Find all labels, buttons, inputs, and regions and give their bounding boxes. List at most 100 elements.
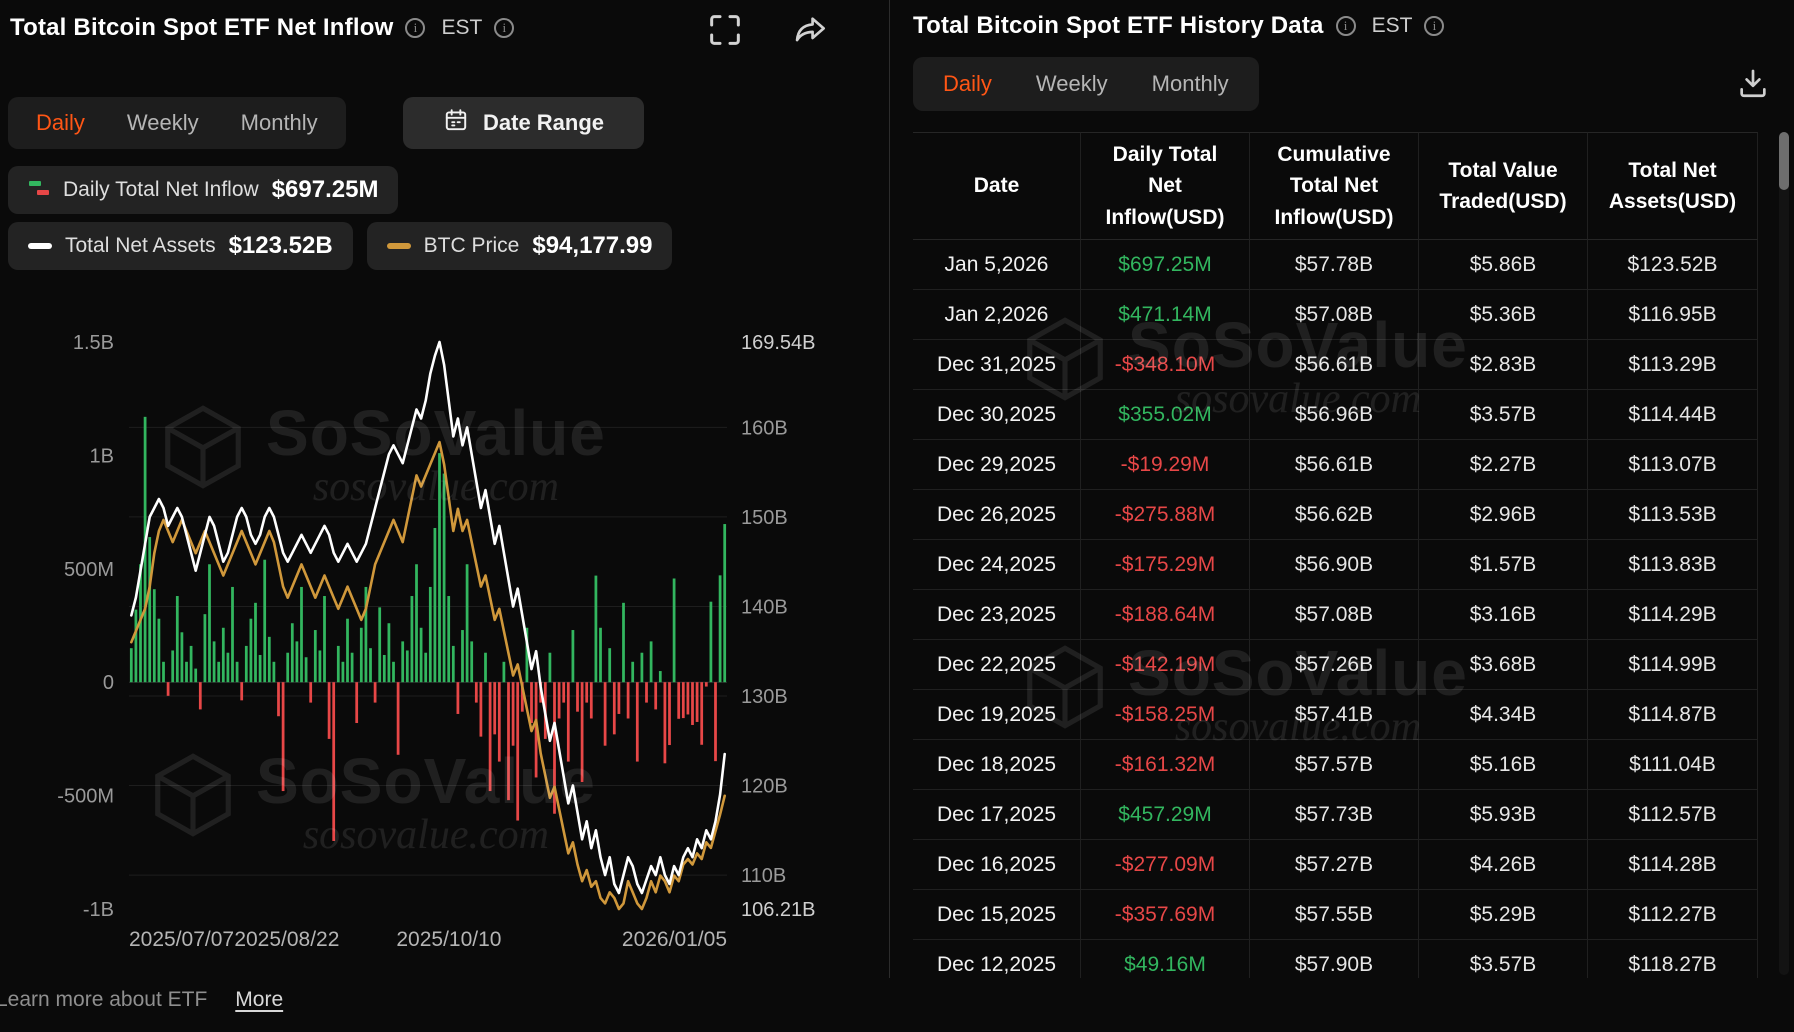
tab-monthly[interactable]: Monthly <box>1151 71 1229 96</box>
value-traded-cell: $1.57B <box>1419 540 1588 590</box>
legend-total-net-assets[interactable]: Total Net Assets $123.52B <box>8 222 353 270</box>
table-row: Dec 30,2025 $355.02M $56.96B $3.57B $114.44B <box>913 390 1758 440</box>
table-scrollbar <box>1779 132 1789 975</box>
date-cell: Dec 19,2025 <box>913 690 1081 740</box>
download-icon <box>1736 66 1770 100</box>
info-icon[interactable] <box>405 18 426 38</box>
tab-weekly[interactable]: Weekly <box>1035 71 1108 96</box>
cumulative-inflow-cell: $56.90B <box>1250 540 1419 590</box>
daily-inflow-cell: -$175.29M <box>1081 540 1250 590</box>
tab-daily[interactable]: Daily <box>943 71 992 96</box>
net-assets-cell: $113.29B <box>1588 340 1758 390</box>
table-body: Jan 5,2026 $697.25M $57.78B $5.86B $123.52B J… <box>913 240 1758 978</box>
history-table: Date Daily Total Net Inflow(USD) Cumulativ… <box>913 132 1758 978</box>
date-cell: Jan 2,2026 <box>913 290 1081 340</box>
more-link[interactable]: More <box>235 988 284 1011</box>
daily-inflow-cell: -$142.19M <box>1081 640 1250 690</box>
value-traded-cell: $3.57B <box>1419 940 1588 978</box>
table-row: Jan 5,2026 $697.25M $57.78B $5.86B $123.52B <box>913 240 1758 290</box>
fullscreen-button[interactable] <box>705 10 745 50</box>
info-icon[interactable] <box>494 18 515 38</box>
date-cell: Dec 24,2025 <box>913 540 1081 590</box>
legend-value: $697.25M <box>271 176 379 203</box>
date-cell: Dec 29,2025 <box>913 440 1081 490</box>
value-traded-cell: $4.26B <box>1419 840 1588 890</box>
column-header: Total Net Assets(USD) <box>1588 132 1758 240</box>
net-assets-cell: $114.29B <box>1588 590 1758 640</box>
date-cell: Dec 31,2025 <box>913 340 1081 390</box>
net-assets-cell: $118.27B <box>1588 940 1758 978</box>
cumulative-inflow-cell: $57.73B <box>1250 790 1419 840</box>
page-title: Total Bitcoin Spot ETF Net Inflow <box>10 14 394 41</box>
table-row: Dec 18,2025 -$161.32M $57.57B $5.16B $111.04… <box>913 740 1758 790</box>
tab-weekly[interactable]: Weekly <box>126 110 199 135</box>
axis-label: 2025/08/22 <box>234 928 339 951</box>
table-row: Dec 26,2025 -$275.88M $56.62B $2.96B $113.53… <box>913 490 1758 540</box>
cumulative-inflow-cell: $57.78B <box>1250 240 1419 290</box>
value-traded-cell: $2.27B <box>1419 440 1588 490</box>
table-row: Dec 22,2025 -$142.19M $57.26B $3.68B $114.99… <box>913 640 1758 690</box>
page-title: Total Bitcoin Spot ETF History Data <box>913 12 1324 39</box>
axis-label: 140B <box>741 596 788 618</box>
axis-label: 2025/10/10 <box>396 928 501 951</box>
date-cell: Jan 5,2026 <box>913 240 1081 290</box>
value-traded-cell: $4.34B <box>1419 690 1588 740</box>
daily-inflow-cell: -$348.10M <box>1081 340 1250 390</box>
cumulative-inflow-cell: $56.96B <box>1250 390 1419 440</box>
share-button[interactable] <box>792 10 830 48</box>
tab-daily[interactable]: Daily <box>36 110 85 135</box>
value-traded-cell: $2.96B <box>1419 490 1588 540</box>
cumulative-inflow-cell: $57.57B <box>1250 740 1419 790</box>
info-icon[interactable] <box>1335 16 1356 36</box>
learn-more-text: Learn more about ETF <box>0 988 208 1011</box>
footer: Learn more about ETF More <box>0 988 283 1012</box>
daily-inflow-cell: $49.16M <box>1081 940 1250 978</box>
table-row: Dec 12,2025 $49.16M $57.90B $3.57B $118.27B <box>913 940 1758 978</box>
date-range-button[interactable]: Date Range <box>403 97 645 149</box>
daily-inflow-cell: -$275.88M <box>1081 490 1250 540</box>
cumulative-inflow-cell: $56.61B <box>1250 340 1419 390</box>
fullscreen-icon <box>705 10 745 50</box>
column-header: Total Value Traded(USD) <box>1419 132 1588 240</box>
tab-monthly[interactable]: Monthly <box>240 110 318 135</box>
legend-value: $94,177.99 <box>532 232 653 259</box>
bars-daily-net-inflow <box>129 416 727 841</box>
line-total-net-assets <box>130 340 727 895</box>
column-header: Daily Total Net Inflow(USD) <box>1081 132 1250 240</box>
table-row: Dec 23,2025 -$188.64M $57.08B $3.16B $114.29… <box>913 590 1758 640</box>
column-header: Date <box>913 132 1081 240</box>
table-row: Jan 2,2026 $471.14M $57.08B $5.36B $116.95B <box>913 290 1758 340</box>
axis-label: 150B <box>741 507 788 529</box>
history-data-header: Total Bitcoin Spot ETF History Data EST <box>913 12 1445 40</box>
net-assets-cell: $112.27B <box>1588 890 1758 940</box>
table-row: Dec 15,2025 -$357.69M $57.55B $5.29B $112.27… <box>913 890 1758 940</box>
date-cell: Dec 16,2025 <box>913 840 1081 890</box>
cumulative-inflow-cell: $57.26B <box>1250 640 1419 690</box>
etf-net-inflow-chart[interactable]: 1.5B 1B 500M 0 -500M -1B 169.54B 160B 150B 140B 13… <box>0 0 887 1032</box>
cumulative-inflow-cell: $57.08B <box>1250 290 1419 340</box>
value-traded-cell: $3.68B <box>1419 640 1588 690</box>
net-assets-cell: $113.83B <box>1588 540 1758 590</box>
date-cell: Dec 30,2025 <box>913 390 1081 440</box>
date-cell: Dec 22,2025 <box>913 640 1081 690</box>
info-icon[interactable] <box>1424 16 1445 36</box>
daily-inflow-cell: -$277.09M <box>1081 840 1250 890</box>
net-assets-cell: $123.52B <box>1588 240 1758 290</box>
axis-label: 120B <box>741 776 788 798</box>
legend-daily-net-inflow[interactable]: Daily Total Net Inflow $697.25M <box>8 166 399 214</box>
net-assets-cell: $113.07B <box>1588 440 1758 490</box>
table-row: Dec 17,2025 $457.29M $57.73B $5.93B $112.57B <box>913 790 1758 840</box>
cumulative-inflow-cell: $57.27B <box>1250 840 1419 890</box>
table-period-tabs: Daily Weekly Monthly <box>913 57 1259 111</box>
download-button[interactable] <box>1736 66 1770 100</box>
line-btc-price <box>130 440 727 911</box>
net-assets-cell: $114.87B <box>1588 690 1758 740</box>
legend-btc-price[interactable]: BTC Price $94,177.99 <box>366 222 673 270</box>
axis-label: 106.21B <box>741 899 816 921</box>
daily-inflow-cell: -$161.32M <box>1081 740 1250 790</box>
value-traded-cell: $5.16B <box>1419 740 1588 790</box>
scrollbar-thumb[interactable] <box>1779 132 1789 190</box>
net-assets-cell: $111.04B <box>1588 740 1758 790</box>
bottom-bar <box>0 978 1794 1032</box>
value-traded-cell: $5.36B <box>1419 290 1588 340</box>
